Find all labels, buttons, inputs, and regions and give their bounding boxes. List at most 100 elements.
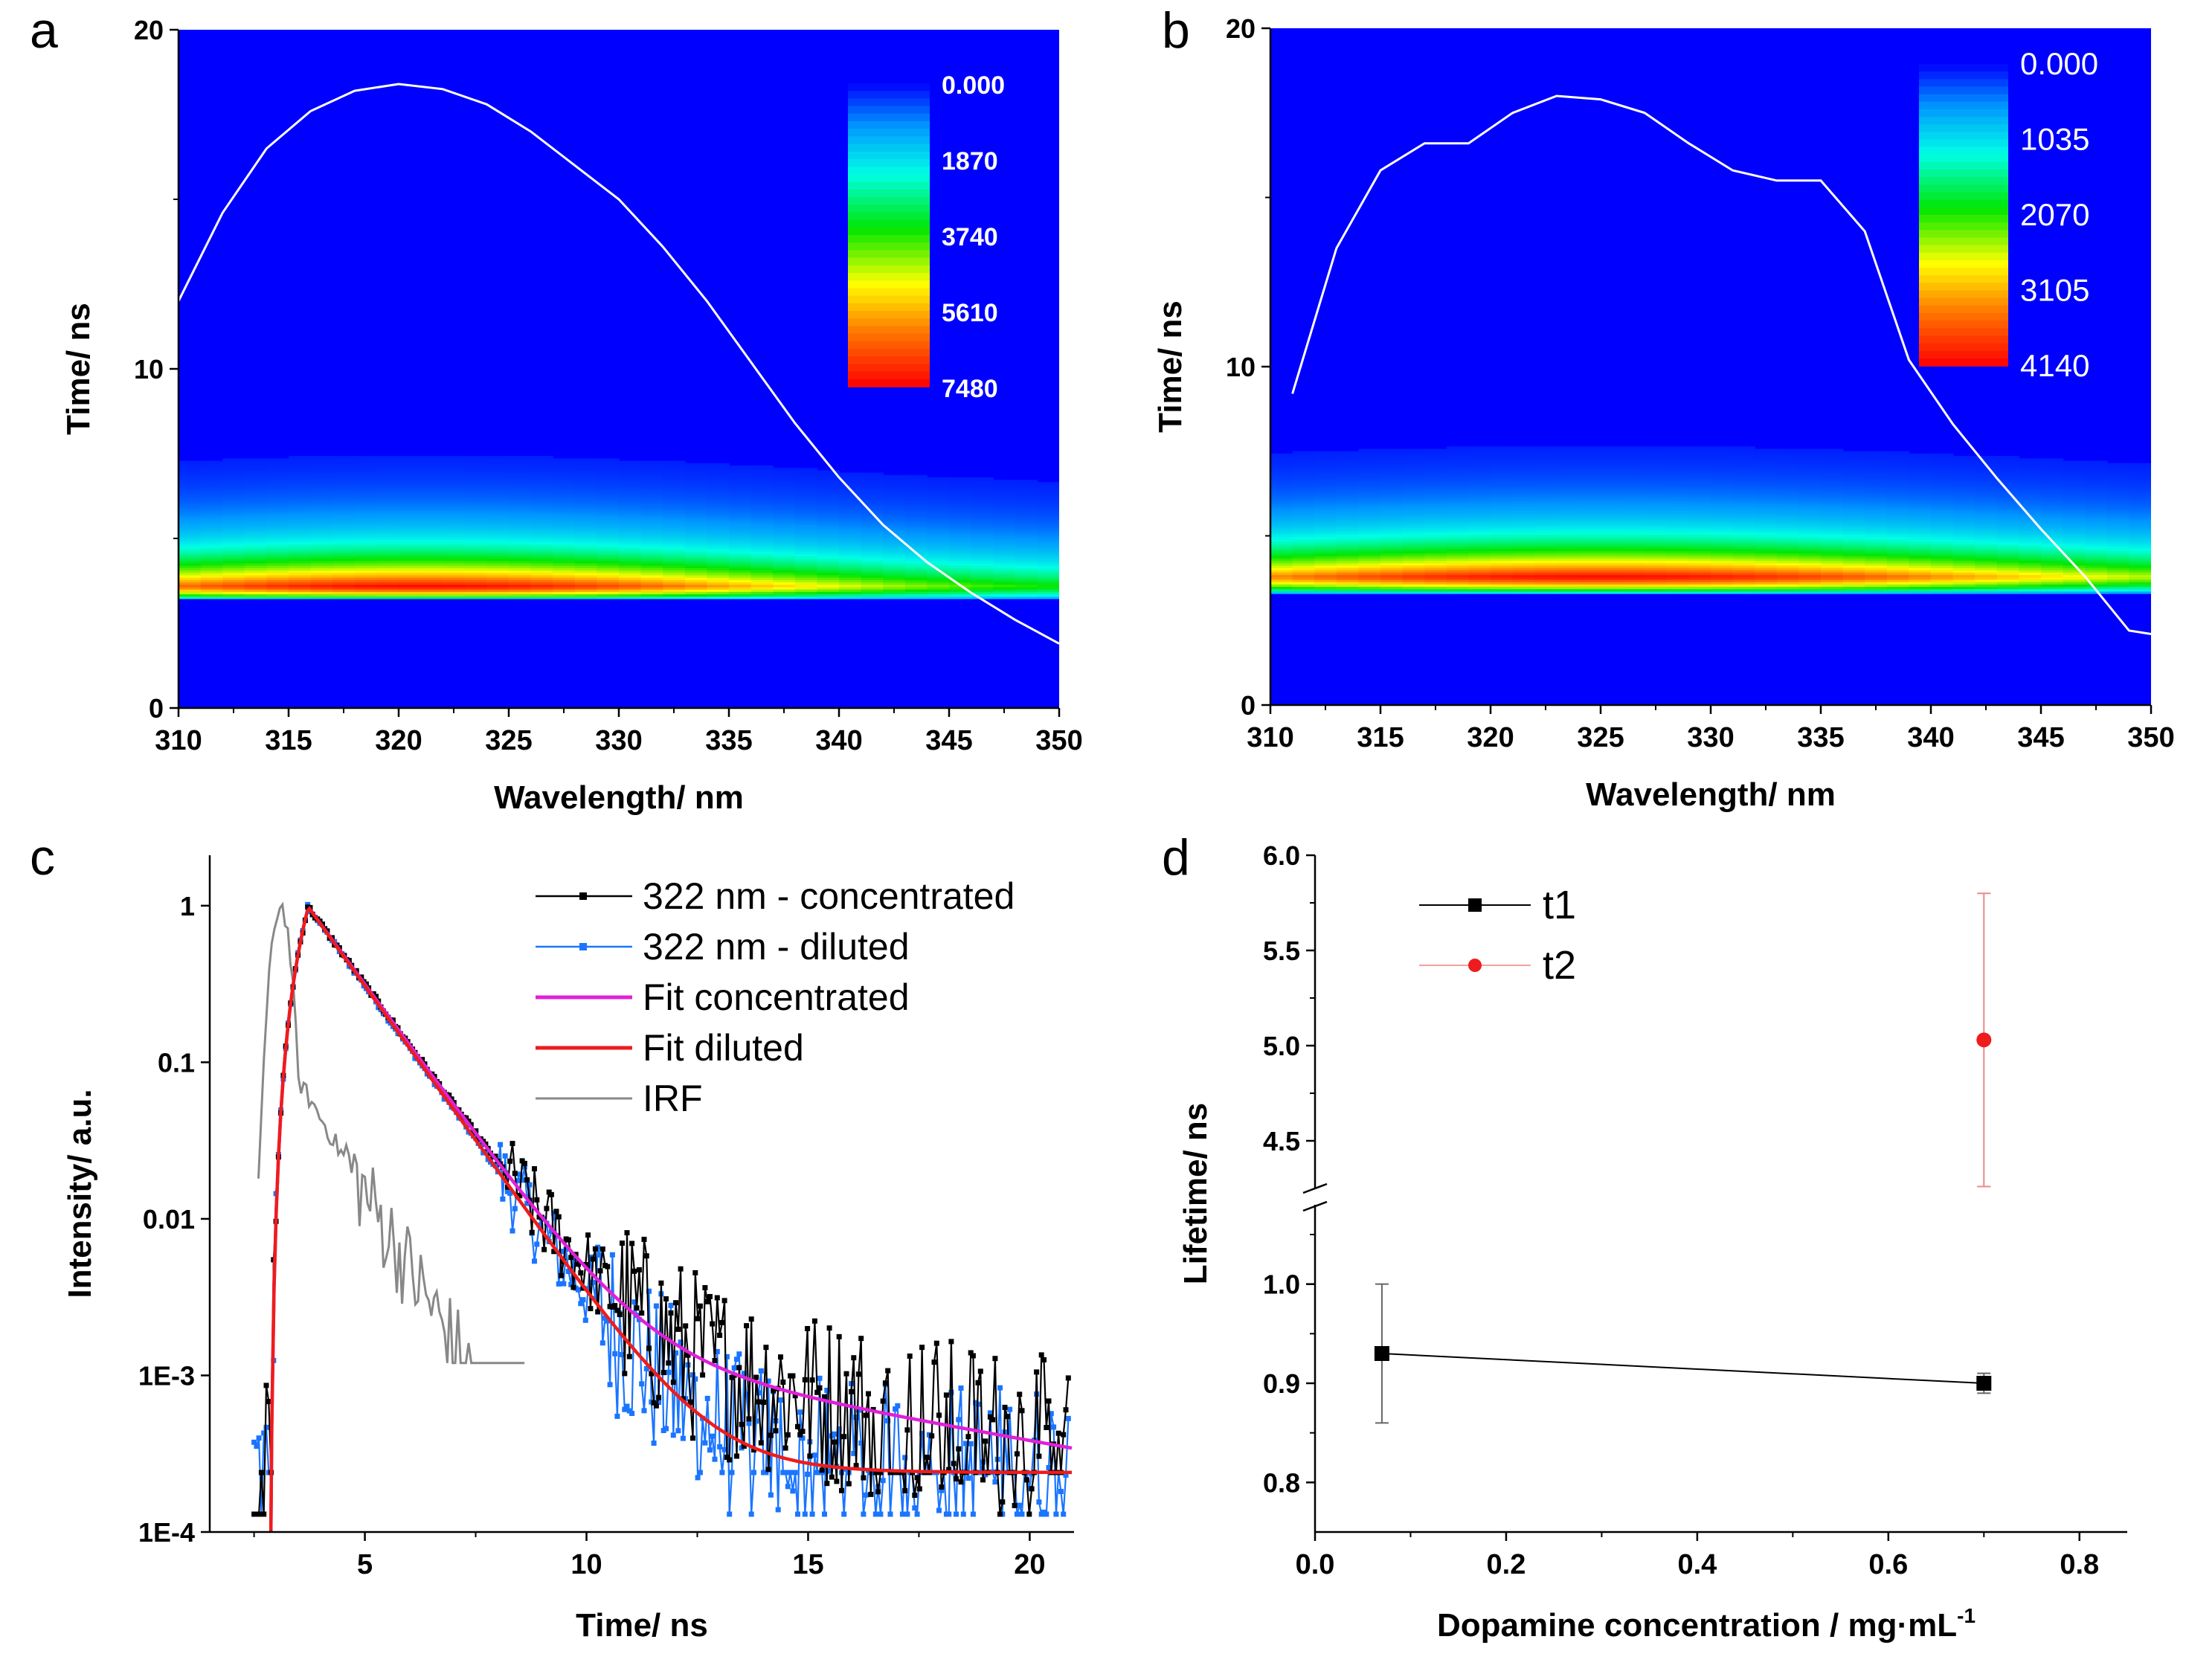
heatmap-cell xyxy=(2129,576,2151,580)
heatmap-cell xyxy=(1688,515,1711,518)
heatmap-cell xyxy=(222,524,245,528)
heatmap-cell xyxy=(1711,550,1734,554)
heatmap-cell xyxy=(2019,465,2042,469)
heatmap-cell xyxy=(1711,570,1734,573)
heatmap-cell xyxy=(1534,508,1557,512)
heatmap-cell xyxy=(861,541,884,545)
heatmap-cell xyxy=(443,482,466,486)
heatmap-cell xyxy=(2019,524,2042,528)
heatmap-cell xyxy=(1556,579,1580,582)
heatmap-cell xyxy=(2063,498,2086,502)
heatmap-cell xyxy=(1292,538,1315,542)
heatmap-cell xyxy=(817,538,840,542)
heatmap-cell xyxy=(1037,546,1059,550)
heatmap-cell xyxy=(883,515,906,518)
heatmap-cell xyxy=(1601,491,1624,495)
heatmap-cell xyxy=(1292,479,1315,483)
heatmap-cell xyxy=(1556,555,1580,559)
heatmap-cell xyxy=(1534,590,1557,594)
heatmap-cell xyxy=(354,530,378,533)
heatmap-cell xyxy=(949,538,972,542)
heatmap-cell xyxy=(1578,584,1601,588)
heatmap-cell xyxy=(332,510,356,514)
heatmap-cell xyxy=(574,586,598,590)
heatmap-cell xyxy=(1037,510,1059,514)
heatmap-cell xyxy=(993,556,1016,559)
heatmap-cell xyxy=(1842,590,1865,594)
heatmap-cell xyxy=(553,567,576,571)
heatmap-cell xyxy=(1645,468,1668,472)
heatmap-cell xyxy=(200,477,223,480)
heatmap-cell xyxy=(1996,486,2020,490)
heatmap-cell xyxy=(1314,468,1337,472)
heatmap-cell xyxy=(2106,584,2130,588)
heatmap-cell xyxy=(2041,463,2064,466)
heatmap-cell xyxy=(640,482,663,486)
heatmap-cell xyxy=(420,510,443,514)
heatmap-cell xyxy=(1666,482,1690,486)
heatmap-cell xyxy=(1798,448,1822,452)
heatmap-cell xyxy=(1755,560,1778,564)
heatmap-cell xyxy=(1909,489,1932,492)
y-tick-label: 20 xyxy=(134,15,164,45)
heatmap-cell xyxy=(707,484,730,488)
heatmap-cell xyxy=(399,472,422,476)
heatmap-cell xyxy=(2041,546,2064,550)
heatmap-cell xyxy=(1842,486,1865,490)
heatmap-cell xyxy=(530,572,553,576)
heatmap-cell xyxy=(1336,584,1360,588)
heatmap-cell xyxy=(1931,538,1954,542)
heatmap-cell xyxy=(1798,470,1822,474)
heatmap-cell xyxy=(640,553,663,557)
heatmap-cell xyxy=(1666,546,1690,550)
heatmap-cell xyxy=(1711,579,1734,582)
heatmap-cell xyxy=(443,582,466,585)
diluted-data-point xyxy=(605,1318,611,1324)
heatmap-cell xyxy=(861,572,884,576)
heatmap-cell xyxy=(310,546,333,550)
heatmap-cell xyxy=(1314,584,1337,588)
heatmap-cell xyxy=(376,536,399,540)
heatmap-cell xyxy=(464,456,488,460)
heatmap-cell xyxy=(707,530,730,533)
heatmap-cell xyxy=(1015,582,1038,585)
heatmap-cell xyxy=(707,558,730,561)
heatmap-cell xyxy=(927,506,950,509)
heatmap-cell xyxy=(464,484,488,488)
heatmap-cell xyxy=(1821,541,1844,544)
heatmap-cell xyxy=(310,572,333,576)
heatmap-cell xyxy=(1402,546,1425,550)
heatmap-cell xyxy=(794,515,818,518)
heatmap-cell xyxy=(1491,524,1514,528)
heatmap-cell xyxy=(927,482,950,486)
heatmap-cell xyxy=(1037,506,1059,509)
heatmap-cell xyxy=(1037,574,1059,578)
heatmap-cell xyxy=(794,588,818,592)
heatmap-cell xyxy=(179,496,202,500)
heatmap-cell xyxy=(1037,536,1059,540)
heatmap-cell xyxy=(1037,586,1059,590)
heatmap-cell xyxy=(1931,572,1954,576)
heatmap-cell xyxy=(773,548,796,552)
heatmap-cell xyxy=(1601,581,1624,585)
heatmap-cell xyxy=(1842,560,1865,564)
heatmap-cell xyxy=(244,468,268,472)
heatmap-cell xyxy=(1952,564,1976,568)
heatmap-cell xyxy=(1336,541,1360,544)
heatmap-cell xyxy=(266,501,289,504)
heatmap-cell xyxy=(1270,574,1293,578)
heatmap-cell xyxy=(773,538,796,542)
heatmap-cell xyxy=(1909,484,1932,488)
heatmap-cell xyxy=(1512,508,1535,512)
heatmap-cell xyxy=(861,544,884,547)
heatmap-cell xyxy=(1886,486,1910,490)
heatmap-cell xyxy=(1402,482,1425,486)
heatmap-cell xyxy=(2019,555,2042,559)
heatmap-cell xyxy=(1336,508,1360,512)
heatmap-cell xyxy=(530,508,553,512)
heatmap-cell xyxy=(2085,465,2108,469)
heatmap-cell xyxy=(1798,536,1822,540)
heatmap-cell xyxy=(2106,576,2130,580)
heatmap-cell xyxy=(1336,486,1360,490)
heatmap-cell xyxy=(1732,448,1755,452)
